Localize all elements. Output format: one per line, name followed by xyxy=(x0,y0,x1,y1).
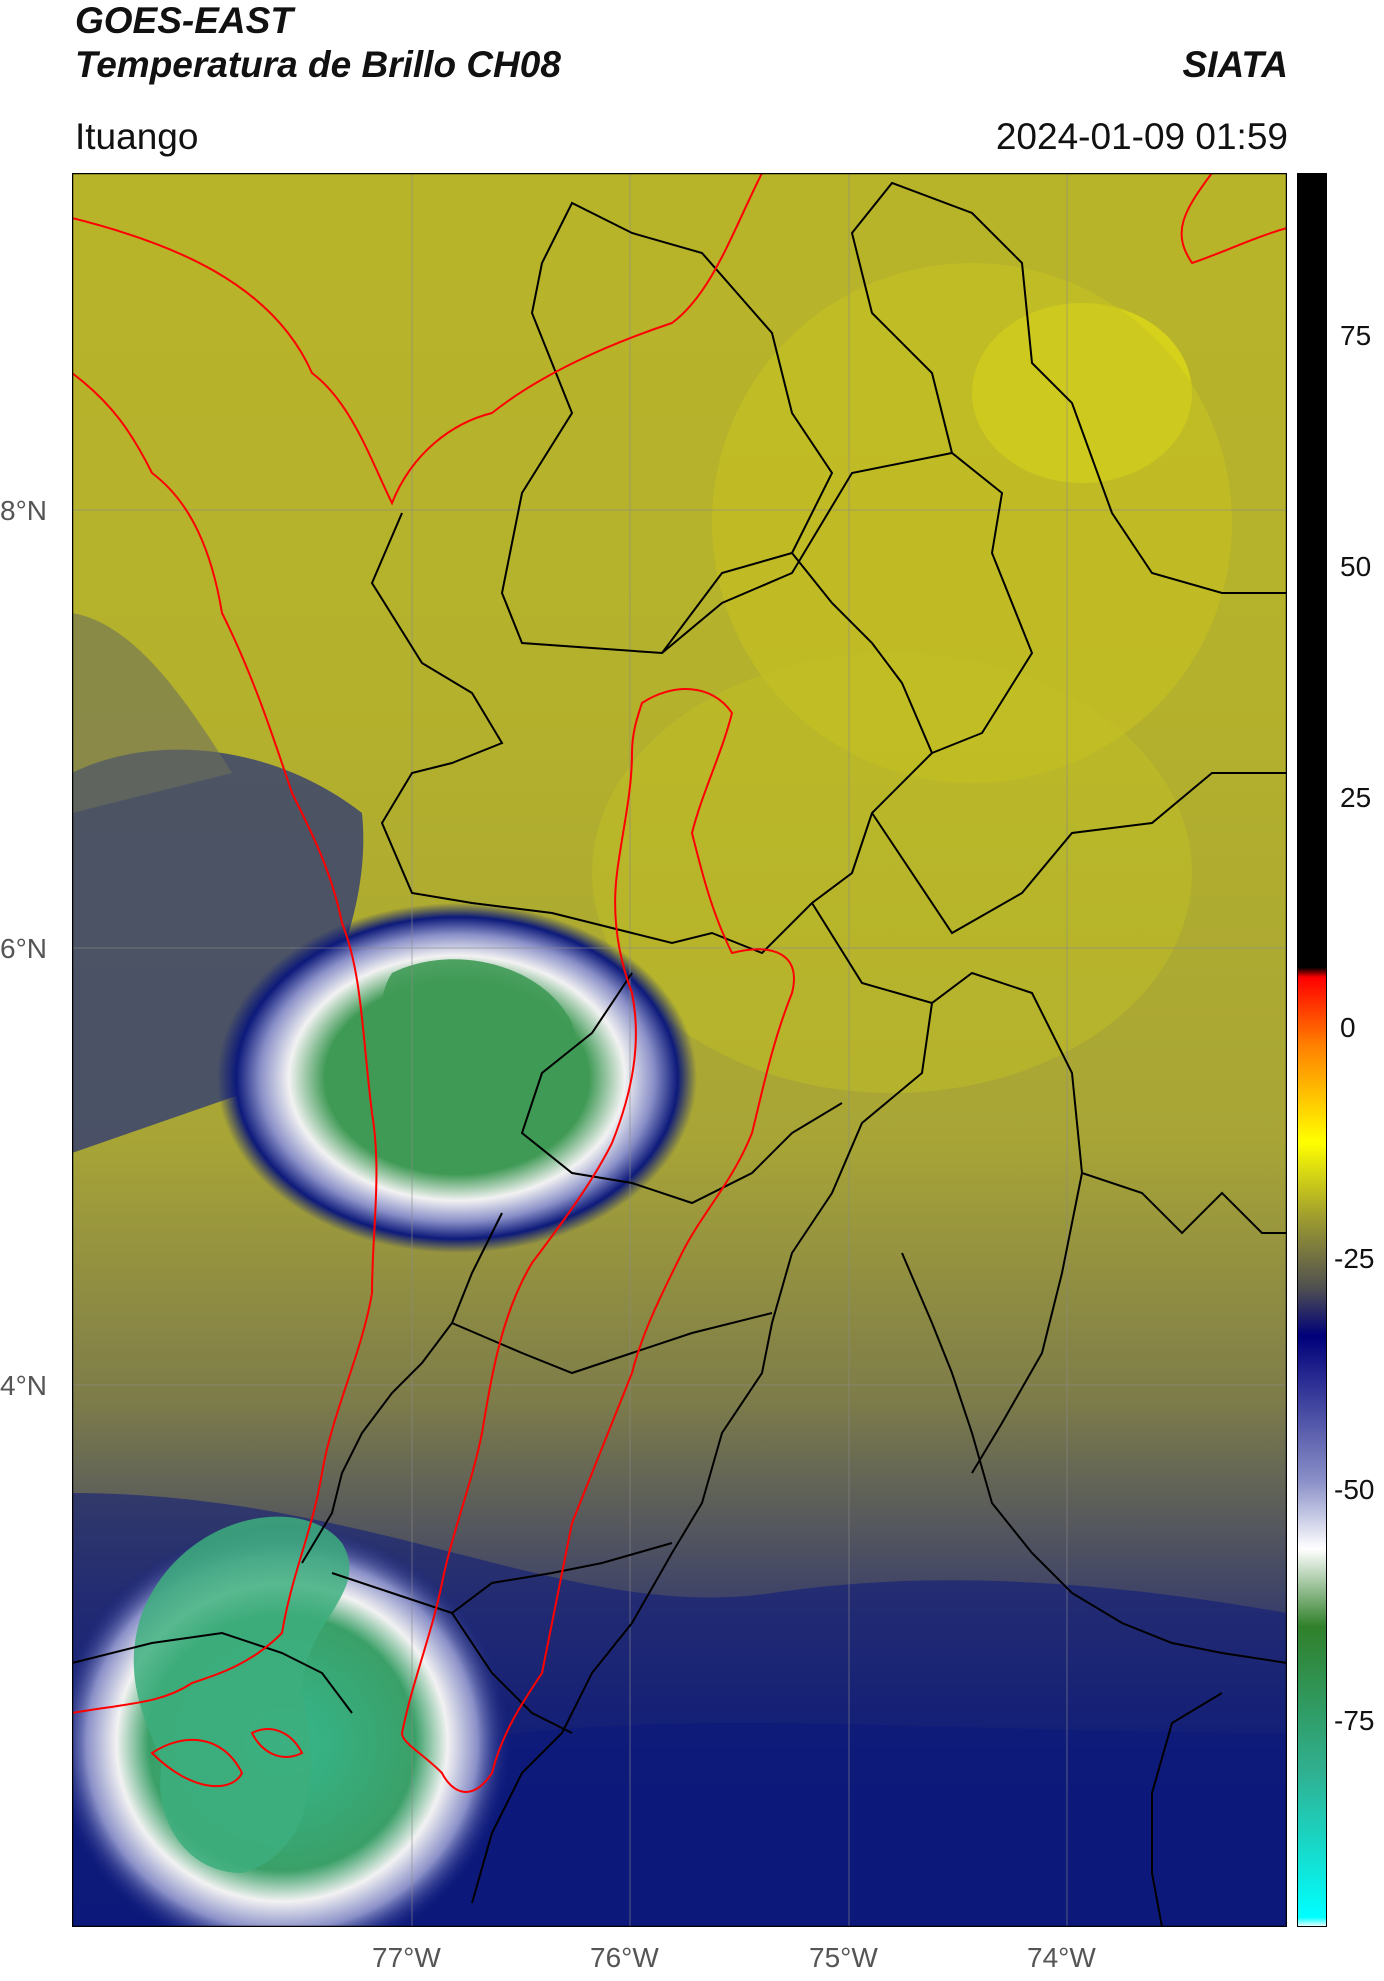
colorbar-label-0: 0 xyxy=(1340,1012,1356,1043)
datetime-label: 2024-01-09 01:59 xyxy=(995,116,1288,157)
colorbar-label-25: 25 xyxy=(1340,782,1372,813)
ituango-basin xyxy=(400,688,795,1793)
lon-tick-76w: 76°W xyxy=(590,1942,659,1973)
colorbar-fill xyxy=(1297,173,1327,1927)
colorbar-label-50: 50 xyxy=(1340,551,1372,582)
lat-tick-6n: 6°N xyxy=(0,933,47,964)
lon-tick-75w: 75°W xyxy=(809,1942,878,1973)
lat-tick-8n: 8°N xyxy=(0,495,47,526)
colorbar xyxy=(1297,173,1327,1927)
graticule xyxy=(72,173,1287,1927)
product-title: Temperatura de Brillo CH08 xyxy=(75,44,561,85)
basin-outline xyxy=(72,173,1287,1793)
lon-tick-77w: 77°W xyxy=(372,1942,441,1973)
satellite-map xyxy=(72,173,1287,1927)
map-frame xyxy=(72,173,1287,1927)
lat-tick-4n: 4°N xyxy=(0,1370,47,1401)
colorbar-label-minus75: -75 xyxy=(1334,1705,1375,1736)
lon-tick-74w: 74°W xyxy=(1027,1942,1096,1973)
colorbar-frame xyxy=(1297,173,1327,1927)
satellite-title: GOES-EAST xyxy=(75,0,293,41)
colorbar-label-75: 75 xyxy=(1340,320,1372,351)
organization-label: SIATA xyxy=(1182,44,1288,85)
colorbar-label-minus25: -25 xyxy=(1334,1243,1375,1274)
department-borders xyxy=(72,181,1287,1927)
location-label: Ituango xyxy=(75,116,199,157)
colorbar-label-minus50: -50 xyxy=(1334,1474,1375,1505)
